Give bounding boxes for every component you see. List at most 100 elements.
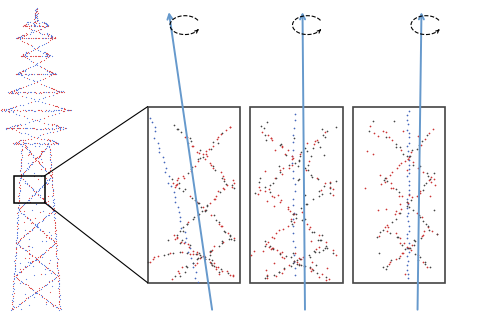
Point xyxy=(48,179,56,184)
Point xyxy=(418,138,426,143)
Point xyxy=(48,139,56,144)
Point xyxy=(290,125,298,130)
Point xyxy=(280,267,287,272)
Point xyxy=(22,276,30,281)
Point xyxy=(39,90,47,95)
Point xyxy=(2,126,10,131)
Point xyxy=(19,53,27,58)
Point xyxy=(46,163,54,168)
Point xyxy=(30,80,38,85)
Point xyxy=(262,243,270,248)
Point xyxy=(12,104,20,109)
Point xyxy=(227,236,235,241)
Point xyxy=(28,245,36,250)
Point xyxy=(184,242,192,247)
Point xyxy=(40,83,48,88)
Point xyxy=(416,142,424,147)
Point xyxy=(45,52,53,57)
Point xyxy=(222,181,230,187)
Point xyxy=(309,146,317,151)
Point xyxy=(22,231,30,236)
Point xyxy=(326,186,334,191)
Point xyxy=(386,173,394,178)
Point xyxy=(404,241,412,246)
Point xyxy=(42,24,50,29)
Point xyxy=(182,134,190,139)
Point xyxy=(22,255,30,260)
Point xyxy=(20,170,28,175)
Point xyxy=(29,259,37,264)
Point xyxy=(304,167,312,172)
Point xyxy=(46,245,54,250)
Point xyxy=(20,201,28,206)
Point xyxy=(303,140,311,145)
Point xyxy=(16,176,24,181)
Point xyxy=(51,235,59,240)
Point xyxy=(28,63,36,68)
Point xyxy=(230,238,238,243)
Point xyxy=(172,177,180,182)
Point xyxy=(44,23,52,28)
Point xyxy=(6,108,14,113)
Point xyxy=(15,198,23,203)
Point xyxy=(192,260,200,265)
Point xyxy=(44,114,52,119)
Point xyxy=(19,102,27,107)
Point xyxy=(40,31,48,36)
Point xyxy=(8,90,16,95)
Point xyxy=(218,176,226,181)
Point xyxy=(17,157,25,162)
Point xyxy=(30,171,38,176)
Point xyxy=(18,85,25,90)
Point xyxy=(30,59,38,64)
Point xyxy=(300,254,308,259)
Point xyxy=(32,16,40,21)
Point xyxy=(267,135,275,140)
Point xyxy=(42,214,50,219)
Point xyxy=(36,78,44,83)
Point xyxy=(382,207,390,212)
Point xyxy=(424,170,432,175)
Point xyxy=(174,271,182,276)
Point xyxy=(35,141,43,146)
Point xyxy=(44,51,52,56)
Point xyxy=(24,49,32,54)
Point xyxy=(416,235,424,240)
Point xyxy=(210,165,218,171)
Point xyxy=(388,257,396,263)
Point xyxy=(12,237,20,242)
Point xyxy=(330,193,338,198)
Point xyxy=(323,245,331,250)
Point xyxy=(40,199,48,204)
Point xyxy=(396,210,404,215)
Point xyxy=(28,90,36,95)
Point xyxy=(14,71,22,76)
Point xyxy=(32,290,40,295)
Point xyxy=(12,123,20,128)
Point xyxy=(408,148,416,153)
Point xyxy=(404,157,411,162)
Point xyxy=(44,24,52,29)
Point xyxy=(53,261,61,266)
Point xyxy=(30,22,38,27)
Point xyxy=(22,51,30,56)
Point xyxy=(295,256,303,261)
Point xyxy=(32,126,40,131)
Point xyxy=(183,251,191,256)
Point xyxy=(290,252,298,257)
Point xyxy=(205,256,213,261)
Point xyxy=(51,36,59,41)
Point xyxy=(206,259,214,264)
Point xyxy=(404,196,411,201)
Point xyxy=(284,148,292,153)
Point xyxy=(22,33,30,38)
Point xyxy=(214,188,222,193)
Point xyxy=(430,176,438,181)
Point xyxy=(12,256,20,261)
Point xyxy=(45,235,53,240)
Point xyxy=(20,36,28,41)
Point xyxy=(28,219,36,224)
Point xyxy=(13,88,21,93)
Point xyxy=(15,86,23,91)
Point xyxy=(26,65,34,70)
